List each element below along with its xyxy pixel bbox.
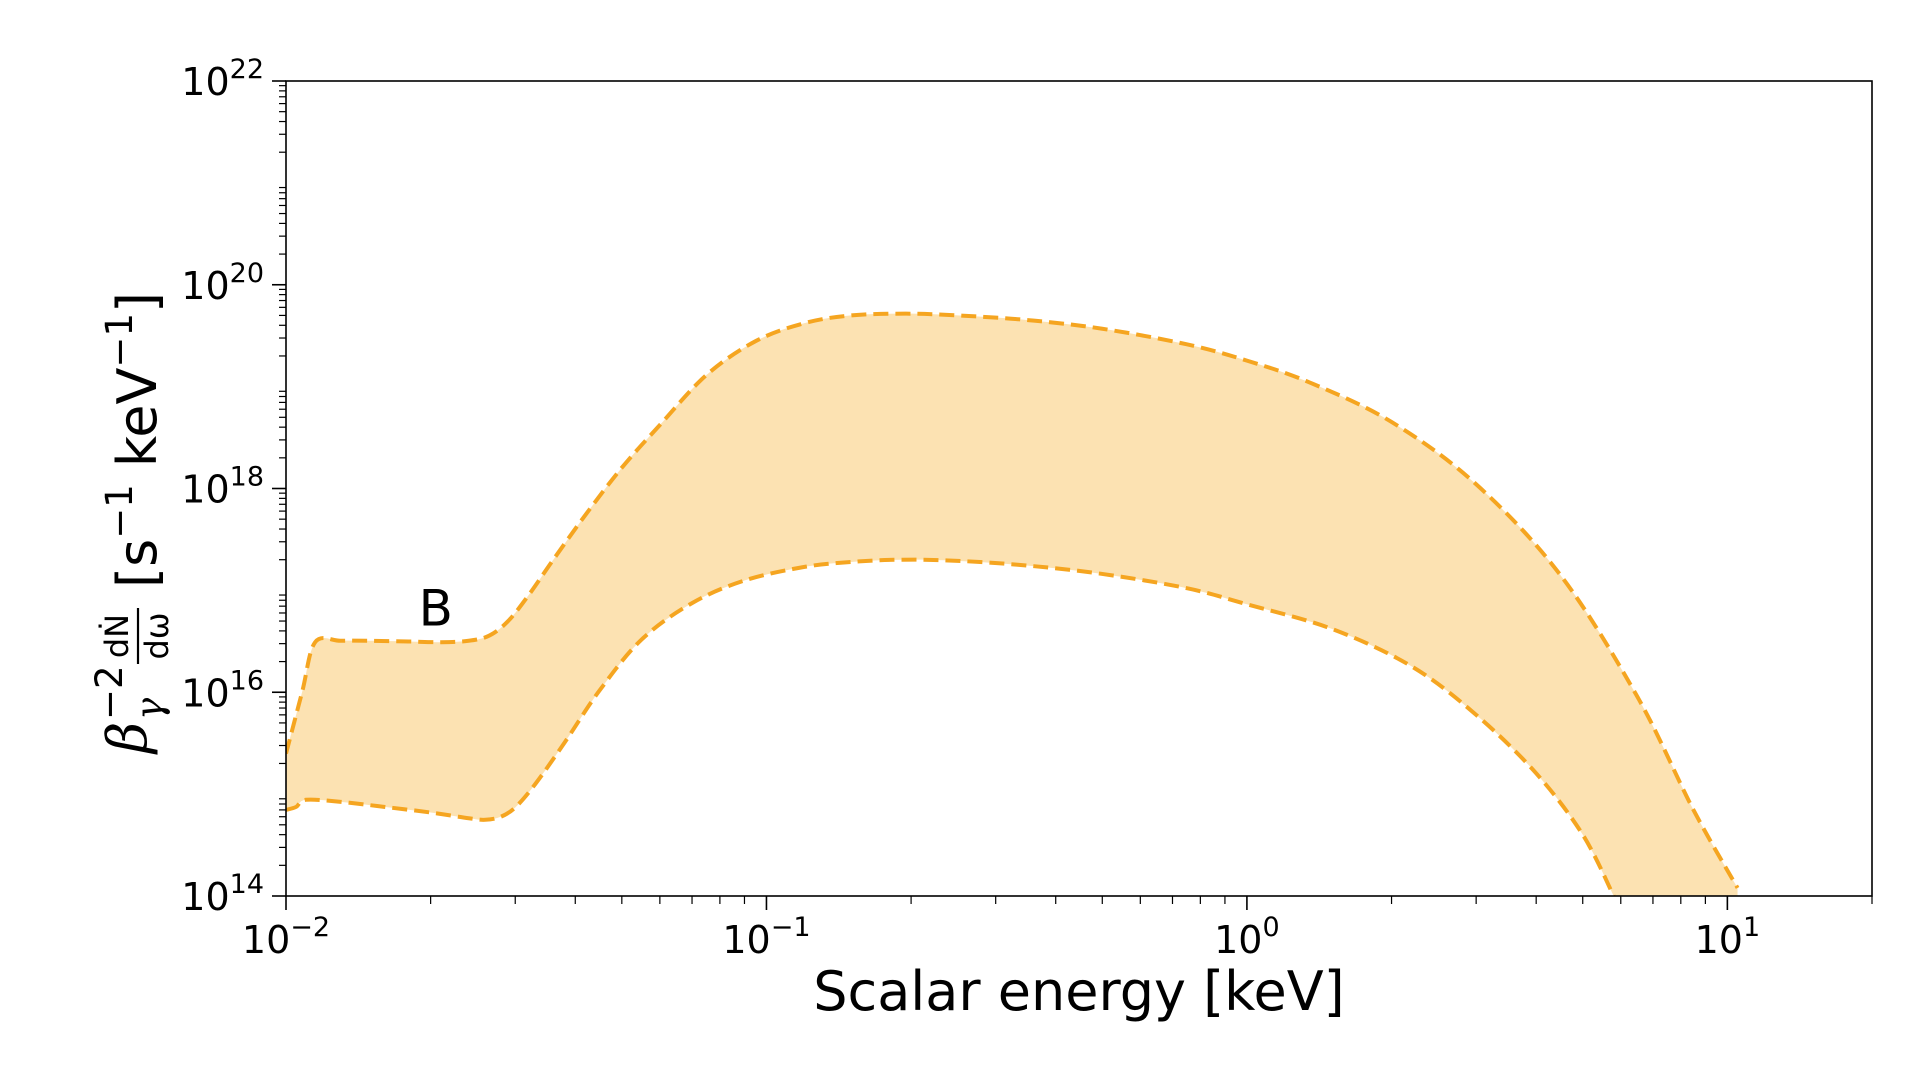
band-fill (286, 313, 1738, 896)
x-tick-label: 101 (1695, 912, 1761, 962)
x-tick-label: 100 (1214, 912, 1280, 962)
y-label-frac-num: dṄ (98, 614, 136, 658)
y-tick-label: 1022 (181, 54, 264, 104)
y-label-frac-den: dω (138, 612, 176, 659)
lower-bound-line (286, 557, 1616, 896)
y-tick-label: 1016 (181, 665, 264, 715)
y-tick-label: 1020 (181, 258, 264, 308)
x-tick-label: 10−2 (242, 912, 330, 962)
y-axis-label: β−2γ dṄ dω [s−1 keV−1] (88, 292, 176, 755)
svg-text:[s−1 keV−1]: [s−1 keV−1] (98, 292, 169, 588)
x-tick-label: 10−1 (722, 912, 810, 962)
x-axis-label: Scalar energy [keV] (813, 960, 1344, 1023)
svg-text:γ: γ (128, 697, 171, 720)
y-tick-label: 1014 (181, 869, 264, 919)
upper-bound-line (286, 311, 1740, 889)
y-tick-label: 1018 (181, 462, 264, 512)
svg-text:−2: −2 (88, 665, 131, 720)
svg-text:β: β (96, 722, 159, 755)
annotation-b: B (419, 580, 453, 638)
